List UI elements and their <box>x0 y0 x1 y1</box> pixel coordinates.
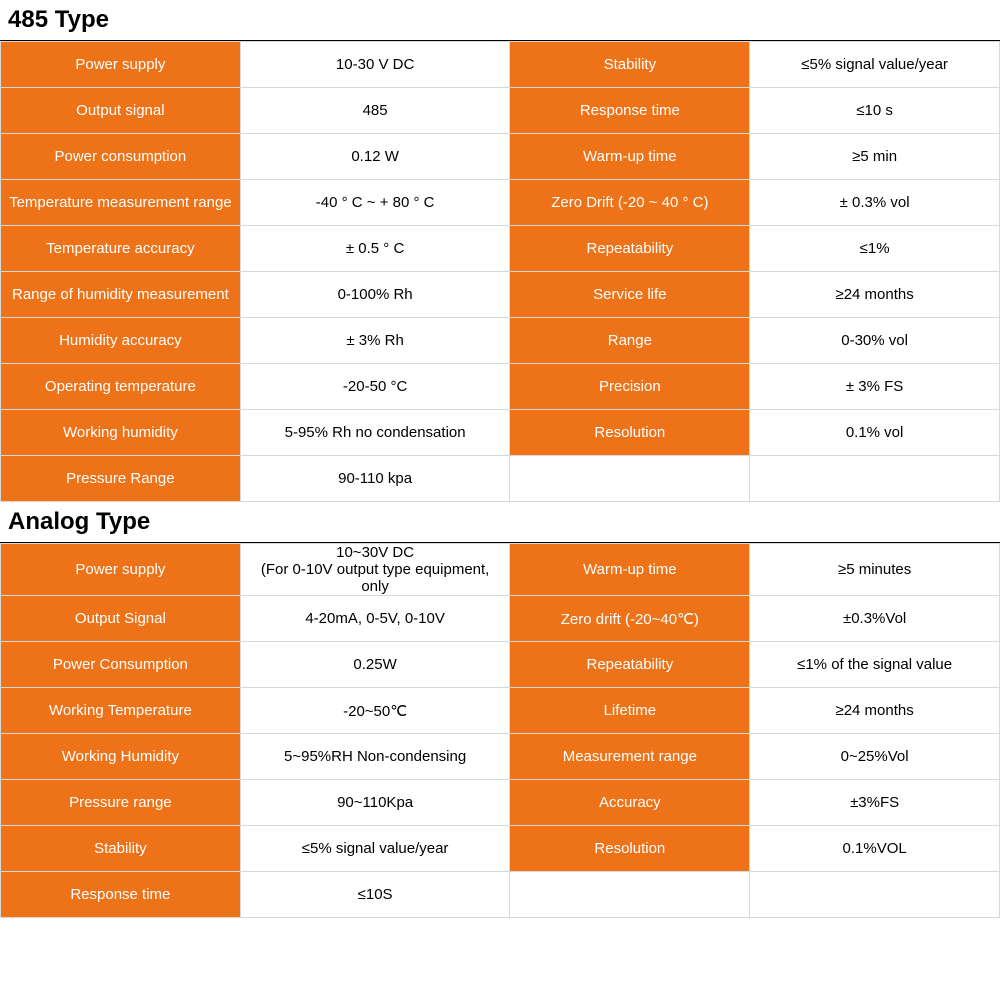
spec-value: ± 0.5 ° C <box>240 226 510 272</box>
spec-empty <box>510 456 750 502</box>
spec-label: Power supply <box>1 544 241 596</box>
table-row: Working Humidity 5~95%RH Non-condensing … <box>1 734 1000 780</box>
spec-label: Warm-up time <box>510 134 750 180</box>
table-row: Power consumption 0.12 W Warm-up time ≥5… <box>1 134 1000 180</box>
spec-value: 0.25W <box>240 642 510 688</box>
spec-value: ≤10S <box>240 872 510 918</box>
table-row: Response time ≤10S <box>1 872 1000 918</box>
spec-value: ≥5 min <box>750 134 1000 180</box>
spec-value: 0.1% vol <box>750 410 1000 456</box>
section-title-485: 485 Type <box>0 0 1000 41</box>
spec-label: Working Temperature <box>1 688 241 734</box>
spec-value: ≤10 s <box>750 88 1000 134</box>
table-row: Power Consumption 0.25W Repeatability ≤1… <box>1 642 1000 688</box>
spec-label: Power consumption <box>1 134 241 180</box>
spec-value: -20-50 °C <box>240 364 510 410</box>
table-row: Humidity accuracy ± 3% Rh Range 0-30% vo… <box>1 318 1000 364</box>
spec-value: ≤5% signal value/year <box>750 42 1000 88</box>
spec-label: Range <box>510 318 750 364</box>
spec-value: 0.12 W <box>240 134 510 180</box>
spec-empty <box>510 872 750 918</box>
spec-empty <box>750 456 1000 502</box>
spec-label: Pressure Range <box>1 456 241 502</box>
spec-label: Temperature accuracy <box>1 226 241 272</box>
spec-value: ≥5 minutes <box>750 544 1000 596</box>
spec-label: Lifetime <box>510 688 750 734</box>
spec-label: Service life <box>510 272 750 318</box>
spec-label: Resolution <box>510 410 750 456</box>
spec-label: Repeatability <box>510 642 750 688</box>
table-row: Stability ≤5% signal value/year Resoluti… <box>1 826 1000 872</box>
spec-value: ± 0.3% vol <box>750 180 1000 226</box>
table-row: Output Signal 4-20mA, 0-5V, 0-10V Zero d… <box>1 596 1000 642</box>
table-row: Working humidity 5-95% Rh no condensatio… <box>1 410 1000 456</box>
table-485: Power supply 10-30 V DC Stability ≤5% si… <box>0 41 1000 502</box>
spec-value: 4-20mA, 0-5V, 0-10V <box>240 596 510 642</box>
spec-label: Humidity accuracy <box>1 318 241 364</box>
spec-label: Output Signal <box>1 596 241 642</box>
spec-value: 0-30% vol <box>750 318 1000 364</box>
spec-value: 485 <box>240 88 510 134</box>
spec-label: Power Consumption <box>1 642 241 688</box>
spec-value: ≤5% signal value/year <box>240 826 510 872</box>
table-row: Power supply 10~30V DC (For 0-10V output… <box>1 544 1000 596</box>
spec-value: ≤1% of the signal value <box>750 642 1000 688</box>
spec-empty <box>750 872 1000 918</box>
spec-sheet: 485 Type Power supply 10-30 V DC Stabili… <box>0 0 1000 918</box>
spec-value: 10~30V DC (For 0-10V output type equipme… <box>240 544 510 596</box>
table-row: Pressure range 90~110Kpa Accuracy ±3%FS <box>1 780 1000 826</box>
spec-label: Precision <box>510 364 750 410</box>
spec-value: 90-110 kpa <box>240 456 510 502</box>
spec-label: Temperature measurement range <box>1 180 241 226</box>
spec-label: Response time <box>1 872 241 918</box>
spec-value: ± 3% FS <box>750 364 1000 410</box>
table-row: Temperature measurement range -40 ° C ~ … <box>1 180 1000 226</box>
spec-label: Stability <box>1 826 241 872</box>
spec-label: Stability <box>510 42 750 88</box>
table-row: Operating temperature -20-50 °C Precisio… <box>1 364 1000 410</box>
spec-label: Resolution <box>510 826 750 872</box>
spec-label: Repeatability <box>510 226 750 272</box>
spec-value: ± 3% Rh <box>240 318 510 364</box>
table-row: Working Temperature -20~50℃ Lifetime ≥24… <box>1 688 1000 734</box>
spec-value: -40 ° C ~ + 80 ° C <box>240 180 510 226</box>
spec-value: 0~25%Vol <box>750 734 1000 780</box>
spec-label: Power supply <box>1 42 241 88</box>
spec-label: Zero Drift (-20 ~ 40 ° C) <box>510 180 750 226</box>
spec-label: Operating temperature <box>1 364 241 410</box>
spec-label: Range of humidity measurement <box>1 272 241 318</box>
spec-label: Pressure range <box>1 780 241 826</box>
spec-label: Working Humidity <box>1 734 241 780</box>
table-row: Pressure Range 90-110 kpa <box>1 456 1000 502</box>
spec-value: ≤1% <box>750 226 1000 272</box>
spec-label: Response time <box>510 88 750 134</box>
spec-label: Zero drift (-20~40℃) <box>510 596 750 642</box>
spec-label: Output signal <box>1 88 241 134</box>
spec-value: 10-30 V DC <box>240 42 510 88</box>
section-title-analog: Analog Type <box>0 502 1000 543</box>
table-analog: Power supply 10~30V DC (For 0-10V output… <box>0 543 1000 918</box>
spec-value: 5~95%RH Non-condensing <box>240 734 510 780</box>
spec-value: ±0.3%Vol <box>750 596 1000 642</box>
spec-value: ≥24 months <box>750 688 1000 734</box>
spec-value: -20~50℃ <box>240 688 510 734</box>
spec-value: ±3%FS <box>750 780 1000 826</box>
table-row: Output signal 485 Response time ≤10 s <box>1 88 1000 134</box>
spec-label: Working humidity <box>1 410 241 456</box>
table-row: Range of humidity measurement 0-100% Rh … <box>1 272 1000 318</box>
spec-value: ≥24 months <box>750 272 1000 318</box>
spec-value: 0.1%VOL <box>750 826 1000 872</box>
spec-value: 90~110Kpa <box>240 780 510 826</box>
table-row: Power supply 10-30 V DC Stability ≤5% si… <box>1 42 1000 88</box>
spec-label: Measurement range <box>510 734 750 780</box>
spec-label: Warm-up time <box>510 544 750 596</box>
spec-label: Accuracy <box>510 780 750 826</box>
spec-value: 0-100% Rh <box>240 272 510 318</box>
spec-value: 5-95% Rh no condensation <box>240 410 510 456</box>
table-row: Temperature accuracy ± 0.5 ° C Repeatabi… <box>1 226 1000 272</box>
